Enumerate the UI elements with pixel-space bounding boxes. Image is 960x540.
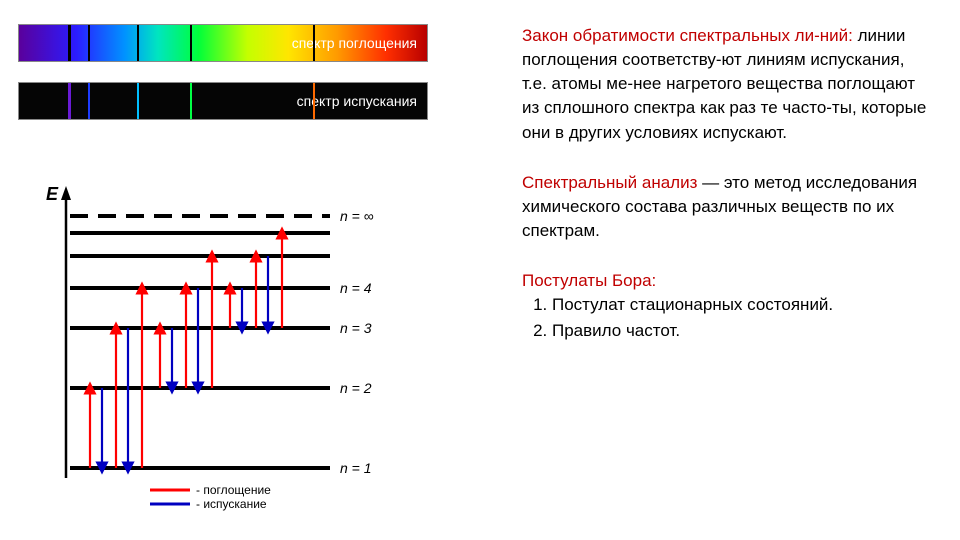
left-column: спектр поглощения спектр испускания: [18, 24, 448, 120]
right-column: Закон обратимости спектральных ли-ний: л…: [522, 24, 932, 345]
spectrum-line: [313, 25, 315, 61]
legend-emit-label: - испускание: [196, 497, 267, 511]
law-paragraph: Закон обратимости спектральных ли-ний: л…: [522, 24, 932, 145]
bohr-item: Постулат стационарных состояний.: [552, 293, 932, 317]
axis-label: E: [46, 184, 59, 204]
spectrum-line: [88, 25, 90, 61]
spectrum-line: [88, 83, 90, 119]
bohr-heading: Постулаты Бора:: [522, 269, 932, 293]
spectrum-line: [68, 25, 71, 61]
level-label: n = ∞: [340, 208, 374, 224]
absorption-spectrum: спектр поглощения: [18, 24, 428, 62]
energy-svg: En = 1 n = 2 n = 3 n = 4 n = ∞ - поглощение- …: [30, 178, 430, 518]
spectrum-line: [68, 83, 71, 119]
spectral-paragraph: Спектральный анализ — это метод исследов…: [522, 171, 932, 243]
legend-absorb-label: - поглощение: [196, 483, 271, 497]
energy-level-diagram: En = 1 n = 2 n = 3 n = 4 n = ∞ - поглощение- …: [30, 178, 430, 518]
spectrum-line: [190, 25, 192, 61]
absorption-label: спектр поглощения: [292, 35, 417, 51]
law-heading: Закон обратимости спектральных ли-ний:: [522, 26, 853, 45]
level-label: n = 4: [340, 280, 372, 296]
bohr-item: Правило частот.: [552, 319, 932, 343]
emission-spectrum: спектр испускания: [18, 82, 428, 120]
spectral-heading: Спектральный анализ: [522, 173, 697, 192]
spectrum-line: [313, 83, 315, 119]
level-label: n = 3: [340, 320, 372, 336]
level-label: n = 2: [340, 380, 372, 396]
spectrum-line: [137, 83, 139, 119]
spectrum-line: [137, 25, 139, 61]
bohr-list: Постулат стационарных состояний.Правило …: [522, 293, 932, 343]
spectrum-line: [190, 83, 192, 119]
level-label: n = 1: [340, 460, 372, 476]
